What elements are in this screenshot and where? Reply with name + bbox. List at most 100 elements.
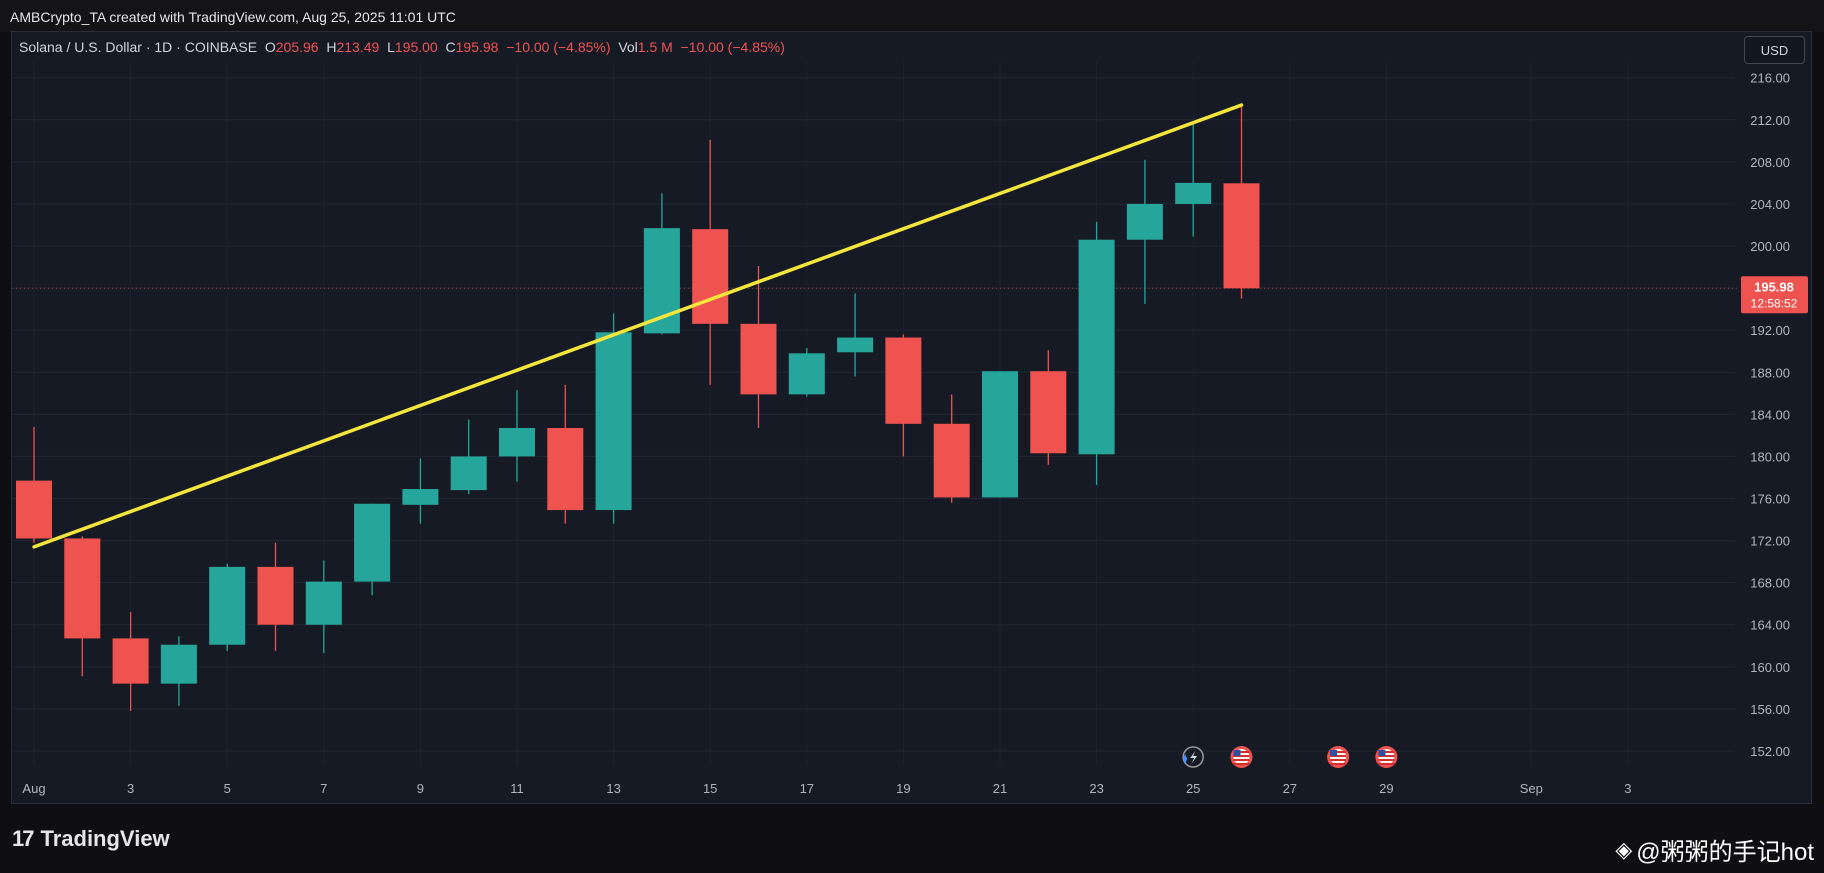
candle-body xyxy=(64,538,101,639)
change-value: −10.00 (−4.85%) xyxy=(506,39,611,55)
us-flag-stripe xyxy=(1378,759,1395,761)
price-tag-countdown: 12:58:52 xyxy=(1751,296,1798,310)
y-tick-label: 176.00 xyxy=(1750,492,1790,507)
low-label: L xyxy=(387,39,395,55)
us-flag-stripe xyxy=(1233,763,1250,765)
x-tick-label: 11 xyxy=(510,781,524,796)
candle xyxy=(740,266,777,429)
us-flag-stripe xyxy=(1330,759,1347,761)
candle xyxy=(160,636,197,706)
y-tick-label: 156.00 xyxy=(1750,702,1790,717)
volume-value: 1.5 M xyxy=(637,39,673,55)
y-tick-label: 180.00 xyxy=(1750,449,1790,464)
grid-lines xyxy=(12,62,1735,765)
candle xyxy=(547,384,584,524)
y-tick-label: 208.00 xyxy=(1750,155,1790,170)
x-tick-label: 3 xyxy=(127,781,134,796)
candle xyxy=(64,536,101,677)
sparkle-icon xyxy=(1183,754,1188,764)
high-value: 213.49 xyxy=(336,39,380,55)
us-flag-stripe xyxy=(1330,751,1347,753)
x-tick-label: 23 xyxy=(1089,781,1103,796)
flash-event-icon[interactable] xyxy=(1182,746,1204,768)
symbol-name[interactable]: Solana / U.S. Dollar · 1D · COINBASE xyxy=(19,39,258,55)
watermark-text: @粥粥的手记hot xyxy=(1636,839,1814,866)
close-label: C xyxy=(445,39,456,55)
x-tick-label: 25 xyxy=(1186,781,1200,796)
candle-body xyxy=(740,323,777,395)
candle xyxy=(885,334,922,457)
volume-label: Vol xyxy=(618,39,638,55)
x-tick-label: 15 xyxy=(703,781,717,796)
x-tick-label: Aug xyxy=(22,781,45,796)
attribution-text: AMBCrypto_TA created with TradingView.co… xyxy=(10,9,456,25)
candle xyxy=(788,348,825,397)
low-value: 195.00 xyxy=(394,39,438,55)
tradingview-brand: TradingView xyxy=(40,826,170,851)
price-tag xyxy=(1741,276,1808,314)
y-tick-label: 204.00 xyxy=(1750,197,1790,212)
candles xyxy=(16,104,1260,712)
candle-body xyxy=(1126,203,1163,240)
resistance-trendline xyxy=(32,103,1244,549)
y-tick-label: 212.00 xyxy=(1750,113,1790,128)
x-tick-label: 27 xyxy=(1283,781,1297,796)
price-tag-value: 195.98 xyxy=(1754,279,1794,294)
candle-body xyxy=(112,638,149,684)
x-tick-label: 21 xyxy=(993,781,1007,796)
x-tick-label: 5 xyxy=(224,781,231,796)
x-tick-label: 13 xyxy=(606,781,620,796)
y-tick-label: 172.00 xyxy=(1750,534,1790,549)
candle-body xyxy=(788,353,825,395)
candle-body xyxy=(595,332,632,511)
candle xyxy=(1078,221,1115,485)
candle-body xyxy=(547,428,584,511)
candle xyxy=(257,542,294,652)
candlestick-chart[interactable]: 216.00212.00208.00204.00200.00196.00192.… xyxy=(0,0,1824,804)
us-flag-icon[interactable] xyxy=(1230,746,1253,768)
candle-body xyxy=(982,371,1018,498)
candle xyxy=(1223,104,1260,299)
us-flag-stripe xyxy=(1233,759,1250,761)
x-tick-label: 29 xyxy=(1379,781,1393,796)
us-flag-stripe xyxy=(1233,751,1250,753)
us-flag-stripe xyxy=(1378,755,1395,757)
us-flag-stripe xyxy=(1330,755,1347,757)
diamond-icon: ◈ xyxy=(1615,836,1633,862)
candle-body xyxy=(885,337,922,424)
candle xyxy=(1126,159,1163,304)
y-tick-label: 164.00 xyxy=(1750,618,1790,633)
volume-change: −10.00 (−4.85%) xyxy=(680,39,785,55)
candle-body xyxy=(837,337,874,353)
x-tick-label: 3 xyxy=(1624,781,1631,796)
candle xyxy=(982,371,1018,498)
candle-body xyxy=(450,456,487,491)
candle xyxy=(305,560,342,654)
tradingview-logo[interactable]: 17 TradingView xyxy=(12,826,170,852)
y-tick-label: 160.00 xyxy=(1750,660,1790,675)
candle-body xyxy=(933,423,970,498)
y-tick-label: 192.00 xyxy=(1750,323,1790,338)
us-flag-canton xyxy=(1330,750,1338,756)
y-tick-label: 216.00 xyxy=(1750,71,1790,86)
y-tick-label: 188.00 xyxy=(1750,365,1790,380)
candle-body xyxy=(160,644,197,684)
y-tick-label: 168.00 xyxy=(1750,576,1790,591)
tradingview-logo-icon: 17 xyxy=(12,826,35,851)
us-flag-icon[interactable] xyxy=(1375,746,1398,768)
x-tick-label: 19 xyxy=(896,781,910,796)
close-value: 195.98 xyxy=(455,39,499,55)
candle-body xyxy=(1223,183,1260,289)
y-tick-label: 184.00 xyxy=(1750,407,1790,422)
candle xyxy=(499,390,535,482)
candle xyxy=(837,293,874,377)
candle-body xyxy=(16,480,52,539)
currency-button[interactable]: USD xyxy=(1744,36,1805,64)
symbol-legend[interactable]: Solana / U.S. Dollar · 1D · COINBASE O20… xyxy=(19,39,785,55)
us-flag-icon[interactable] xyxy=(1327,746,1350,768)
candle xyxy=(595,313,632,524)
candle xyxy=(354,503,391,596)
attribution-bar: AMBCrypto_TA created with TradingView.co… xyxy=(0,0,1824,32)
candle xyxy=(933,394,970,503)
price-axis: 216.00212.00208.00204.00200.00196.00192.… xyxy=(12,71,1808,759)
